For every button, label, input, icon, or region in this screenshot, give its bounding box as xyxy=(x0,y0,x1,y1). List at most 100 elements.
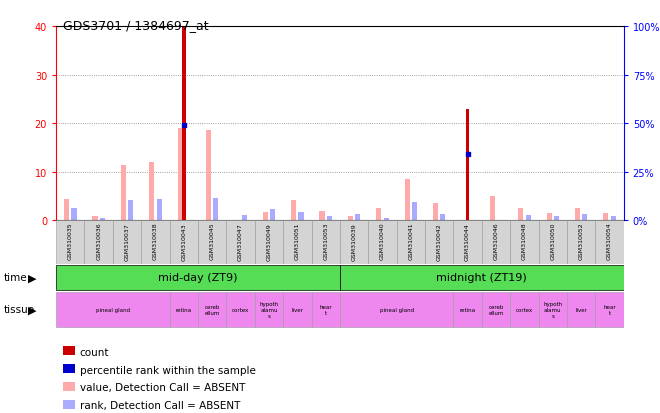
Text: GSM310042: GSM310042 xyxy=(437,222,442,260)
Bar xyxy=(283,221,312,264)
Text: ▶: ▶ xyxy=(28,305,36,315)
Bar xyxy=(255,221,283,264)
Bar xyxy=(291,201,296,221)
Text: hypoth
alamu
s: hypoth alamu s xyxy=(543,301,562,318)
Text: GDS3701 / 1384697_at: GDS3701 / 1384697_at xyxy=(63,19,209,31)
Text: GSM310038: GSM310038 xyxy=(153,222,158,260)
Bar xyxy=(595,293,624,327)
Bar xyxy=(603,214,609,221)
Text: GSM310041: GSM310041 xyxy=(409,222,413,260)
Text: GSM310037: GSM310037 xyxy=(125,222,129,260)
Bar xyxy=(198,293,226,327)
Bar xyxy=(198,221,226,264)
Text: liver: liver xyxy=(292,307,303,312)
Bar xyxy=(567,293,595,327)
Bar xyxy=(71,208,77,221)
Text: ▶: ▶ xyxy=(28,273,36,283)
Bar xyxy=(340,266,624,290)
Bar xyxy=(283,293,312,327)
Text: GSM310049: GSM310049 xyxy=(267,222,271,260)
Bar xyxy=(84,221,113,264)
Text: GSM310047: GSM310047 xyxy=(238,222,243,260)
Text: GSM310051: GSM310051 xyxy=(295,222,300,260)
Bar xyxy=(368,221,397,264)
Bar xyxy=(56,221,84,264)
Bar xyxy=(298,212,304,221)
Text: retina: retina xyxy=(459,307,476,312)
Bar xyxy=(575,209,580,221)
Text: GSM310044: GSM310044 xyxy=(465,222,470,260)
Bar xyxy=(170,293,198,327)
Bar xyxy=(425,221,453,264)
Bar xyxy=(539,221,567,264)
Bar xyxy=(546,214,552,221)
Text: tissue: tissue xyxy=(3,305,34,315)
Text: pineal gland: pineal gland xyxy=(379,307,414,312)
Text: GSM310043: GSM310043 xyxy=(182,222,186,260)
Bar xyxy=(263,212,268,221)
Bar xyxy=(412,202,417,221)
Bar xyxy=(397,221,425,264)
Text: hear
t: hear t xyxy=(603,304,616,315)
Text: liver: liver xyxy=(576,307,587,312)
Bar xyxy=(242,215,247,221)
Bar xyxy=(490,197,495,221)
Bar xyxy=(56,266,340,290)
Text: value, Detection Call = ABSENT: value, Detection Call = ABSENT xyxy=(80,382,246,392)
Text: midnight (ZT19): midnight (ZT19) xyxy=(436,273,527,283)
Text: percentile rank within the sample: percentile rank within the sample xyxy=(80,365,255,375)
Bar xyxy=(383,218,389,221)
Bar xyxy=(128,201,133,221)
Text: mid-day (ZT9): mid-day (ZT9) xyxy=(158,273,238,283)
Bar xyxy=(482,293,510,327)
Text: count: count xyxy=(80,347,110,357)
Text: GSM310046: GSM310046 xyxy=(494,222,498,260)
Text: GSM310045: GSM310045 xyxy=(210,222,214,260)
Bar xyxy=(319,211,325,221)
Text: cereb
ellum: cereb ellum xyxy=(488,304,504,315)
Bar xyxy=(182,27,185,221)
Bar xyxy=(312,221,340,264)
Bar xyxy=(340,221,368,264)
Bar xyxy=(156,199,162,221)
Bar xyxy=(433,204,438,221)
Bar xyxy=(56,293,170,327)
Bar xyxy=(376,209,381,221)
Bar xyxy=(525,215,531,221)
Text: GSM310035: GSM310035 xyxy=(68,222,73,260)
Bar xyxy=(270,209,275,221)
Text: GSM310048: GSM310048 xyxy=(522,222,527,260)
Bar xyxy=(255,293,283,327)
Text: GSM310054: GSM310054 xyxy=(607,222,612,260)
Text: time: time xyxy=(3,273,27,283)
Bar xyxy=(348,216,353,221)
Bar xyxy=(539,293,567,327)
Text: hypoth
alamu
s: hypoth alamu s xyxy=(259,301,279,318)
Bar xyxy=(226,221,255,264)
Bar xyxy=(582,214,587,221)
Bar xyxy=(141,221,170,264)
Text: GSM310036: GSM310036 xyxy=(96,222,101,260)
Bar xyxy=(206,131,211,221)
Text: cortex: cortex xyxy=(232,307,249,312)
Bar xyxy=(149,163,154,221)
Bar xyxy=(453,221,482,264)
Bar xyxy=(440,214,446,221)
Text: GSM310040: GSM310040 xyxy=(380,222,385,260)
Bar xyxy=(226,293,255,327)
Text: GSM310052: GSM310052 xyxy=(579,222,583,260)
Bar xyxy=(170,221,198,264)
Bar xyxy=(610,216,616,221)
Bar xyxy=(64,199,69,221)
Bar xyxy=(92,216,98,221)
Text: cereb
ellum: cereb ellum xyxy=(205,304,220,315)
Bar xyxy=(567,221,595,264)
Bar xyxy=(312,293,340,327)
Text: hear
t: hear t xyxy=(319,304,332,315)
Bar xyxy=(113,221,141,264)
Bar xyxy=(100,218,105,221)
Text: cortex: cortex xyxy=(515,307,533,312)
Text: retina: retina xyxy=(176,307,192,312)
Bar xyxy=(453,293,482,327)
Bar xyxy=(355,214,360,221)
